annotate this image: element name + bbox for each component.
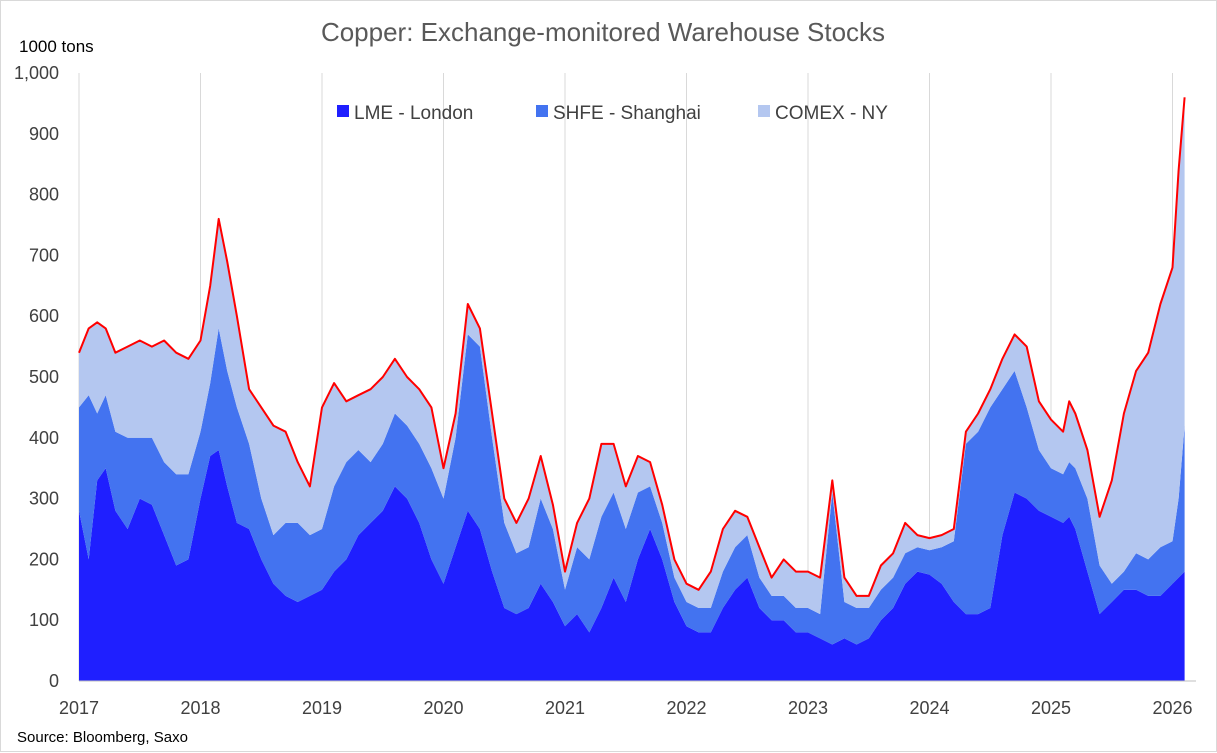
series-area-comex-ny [79,97,1185,615]
x-tick-labels: 2017 2018 2019 2020 2021 2022 2023 2024 2025 2026 [59,698,1193,718]
x-tick-label: 2019 [302,698,342,718]
y-tick-label: 800 [29,185,59,205]
series-area-lme-london [79,450,1185,681]
y-tick-label: 500 [29,367,59,387]
y-tick-label: 200 [29,549,59,569]
y-tick-label: 400 [29,428,59,448]
y-tick-label: 700 [29,245,59,265]
x-tick-label: 2020 [423,698,463,718]
total-stocks-line [78,97,1186,597]
x-tick-label: 2024 [909,698,949,718]
area-layer [79,97,1185,681]
y-tick-label: 300 [29,489,59,509]
chart-title: Copper: Exchange-monitored Warehouse Sto… [321,17,885,47]
x-tick-label: 2023 [788,698,828,718]
series-area-shfe-shanghai [79,328,1185,645]
legend-label-comex-ny: COMEX - NY [775,103,888,124]
y-axis-unit-label: 1000 tons [19,37,94,56]
y-tick-labels: 0 100 200 300 400 500 600 700 800 900 1,000 [14,63,59,691]
y-tick-label: 100 [29,610,59,630]
x-tick-label: 2026 [1152,698,1192,718]
x-tick-label: 2018 [180,698,220,718]
y-tick-label: 1,000 [14,63,59,83]
legend-label-lme-london: LME - London [354,103,473,124]
x-tick-label: 2025 [1031,698,1071,718]
legend-label-shfe-shanghai: SHFE - Shanghai [553,103,701,124]
y-tick-label: 600 [29,306,59,326]
legend-swatch-lme-london [337,105,349,117]
x-tick-label: 2021 [545,698,585,718]
source-note: Source: Bloomberg, Saxo [17,729,188,746]
x-tick-label: 2022 [666,698,706,718]
legend-swatch-shfe-shanghai [536,105,548,117]
legend-swatch-comex-ny [758,105,770,117]
x-tick-label: 2017 [59,698,99,718]
legend: LME - London SHFE - Shanghai COMEX - NY [337,103,888,124]
y-tick-label: 900 [29,124,59,144]
total-line-layer [78,97,1186,597]
y-tick-label: 0 [49,671,59,691]
